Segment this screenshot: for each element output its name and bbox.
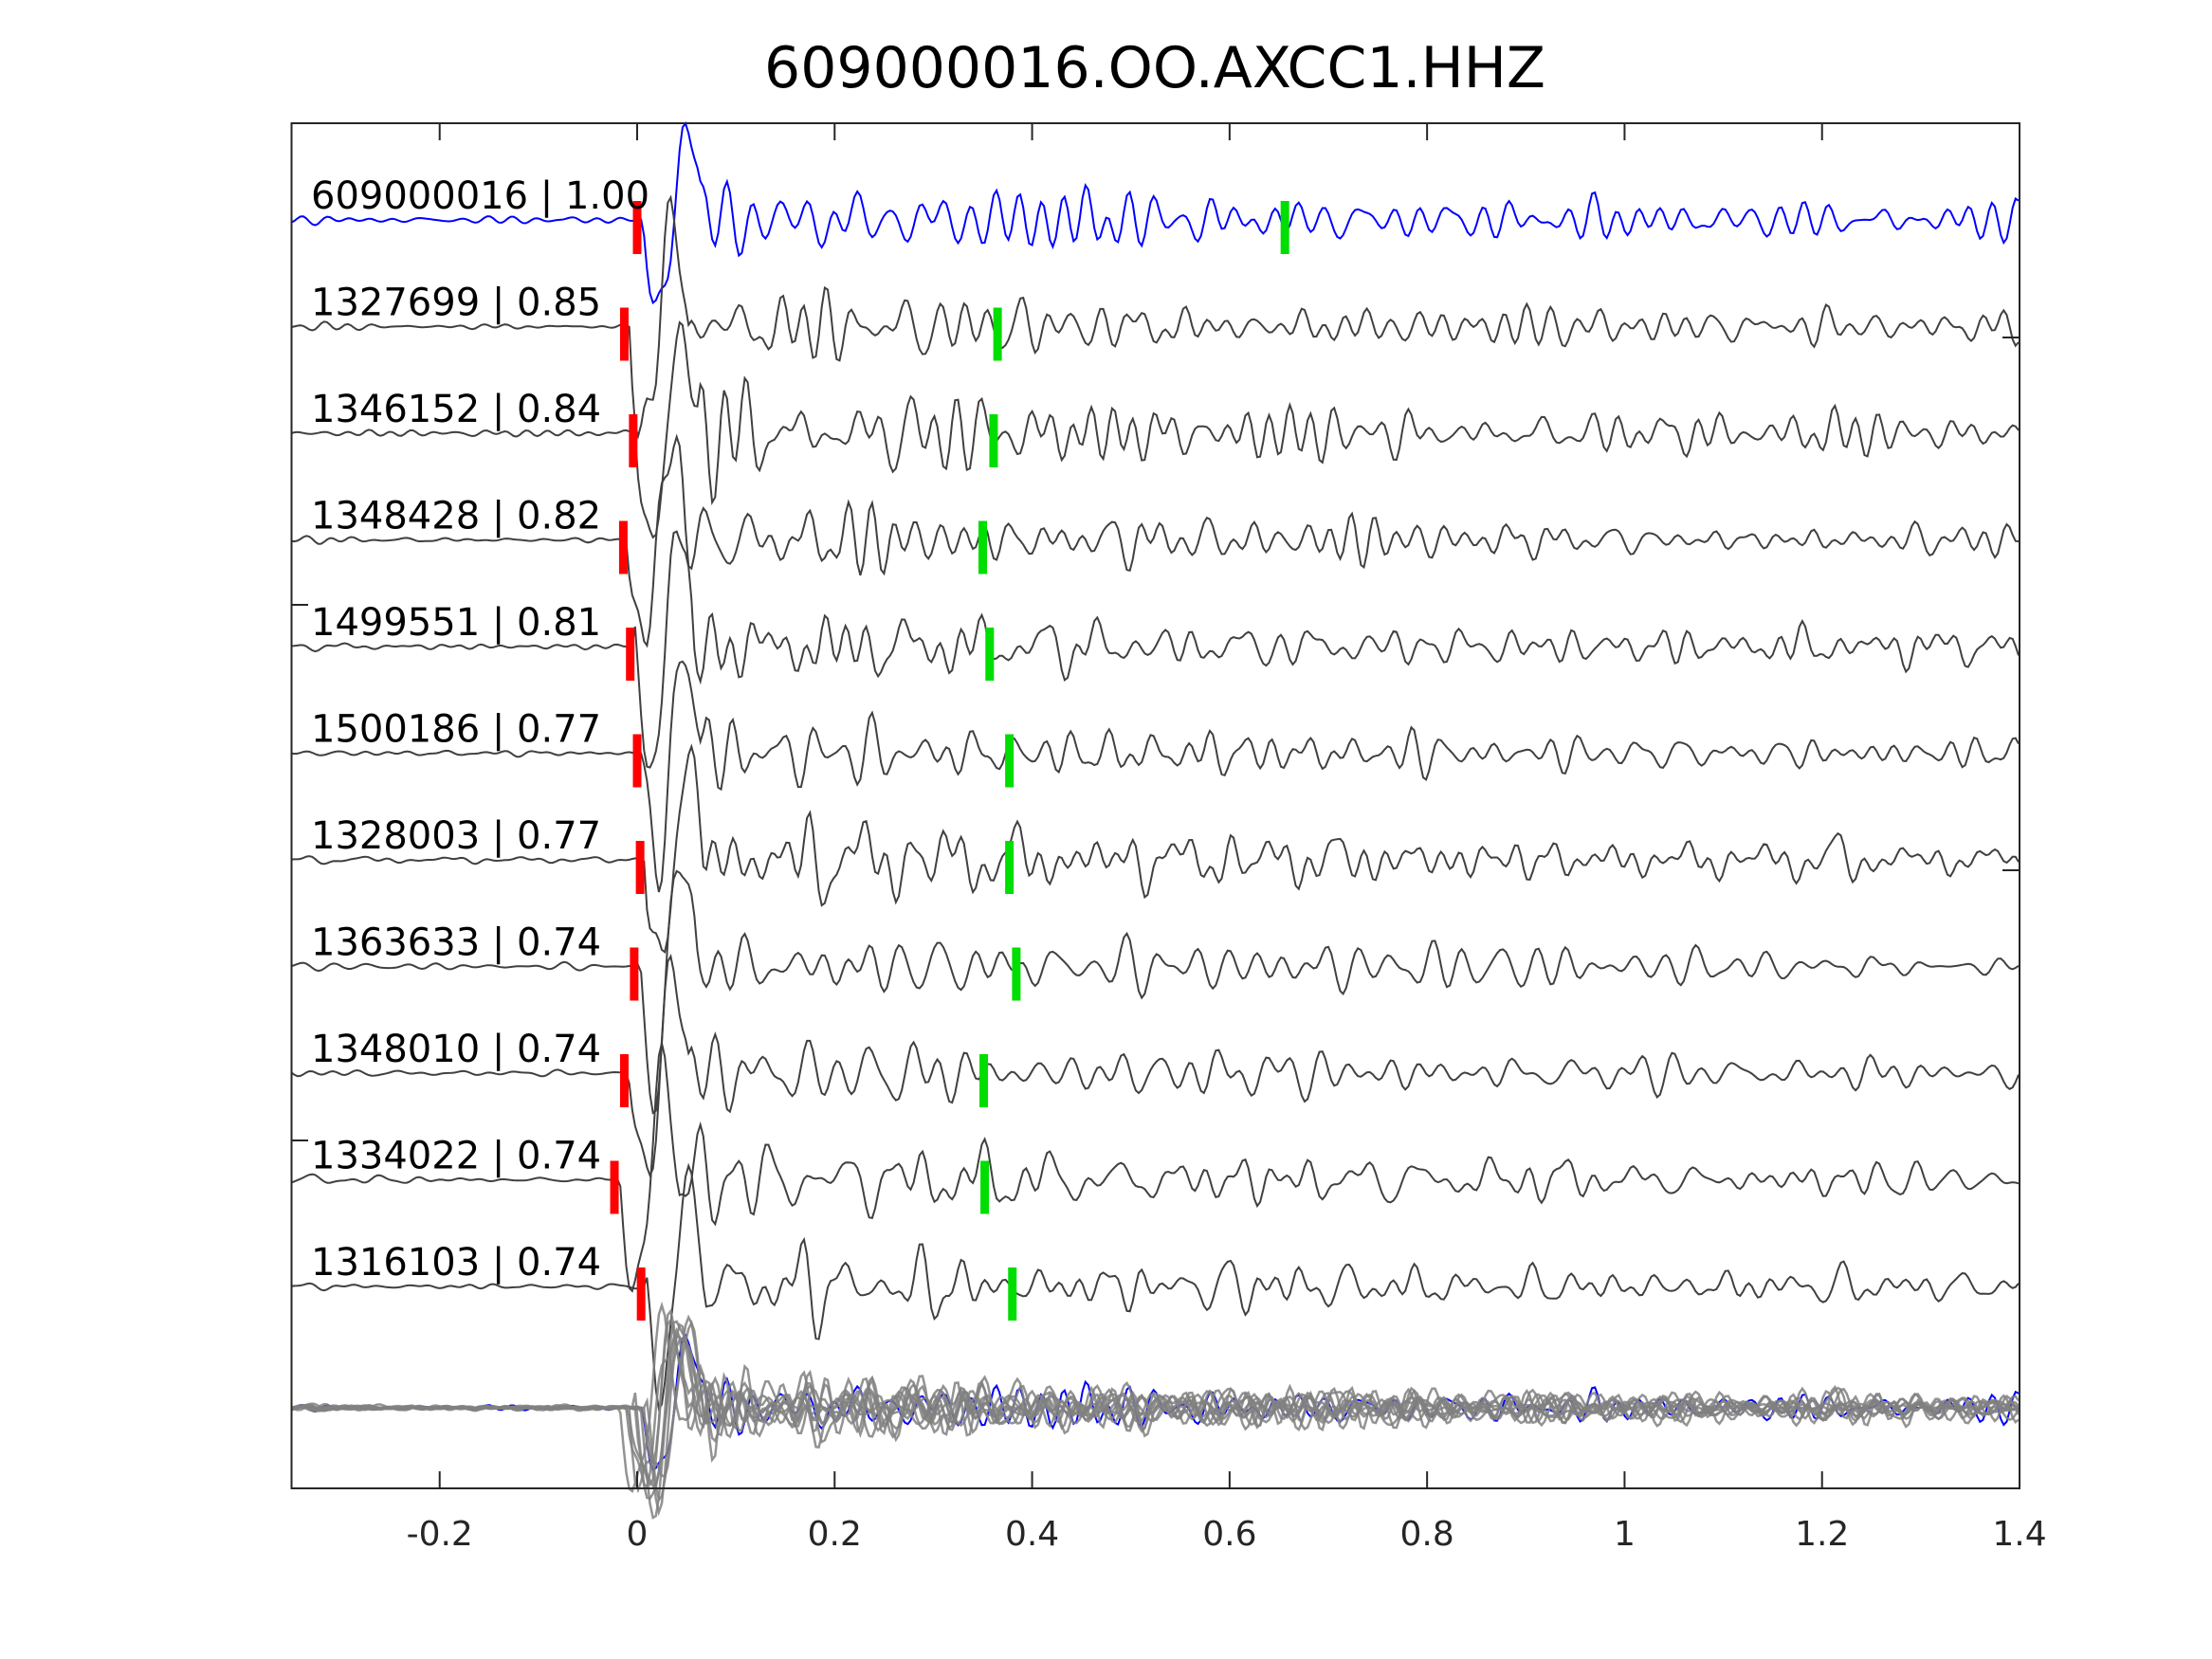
p-pick-marker [629,414,638,467]
trace-waveform [291,660,2020,893]
p-pick-marker [618,520,628,574]
stacked-waveform [291,1335,2020,1520]
x-tick-label: 1 [1614,1515,1636,1554]
trace-waveform [291,743,2020,955]
trace-label: 609000016 | 1.00 [311,174,649,218]
trace-waveform [291,194,2020,440]
trace-label: 1348428 | 0.82 [311,495,601,538]
trace-waveform [291,1162,2020,1412]
s-pick-marker [989,414,998,467]
trace-waveform [291,433,2020,648]
stacked-waveform [291,1338,2020,1517]
stack-group [290,1301,2020,1520]
plot-frame [290,122,2020,1489]
chart-title: 609000016.OO.AXCC1.HHZ [764,35,1545,101]
x-tick-label: 0.4 [1005,1515,1059,1554]
s-pick-marker [1280,201,1289,254]
traces-group [290,121,2020,1412]
y-axis-ticks [291,337,2020,1141]
p-pick-marker [630,947,639,1001]
s-pick-marker [978,520,987,574]
s-pick-marker [1012,947,1021,1001]
trace-waveform [291,320,2020,539]
picks-group [610,201,1289,1321]
trace-label: 1328003 | 0.77 [311,814,601,858]
trace-label: 1500186 | 0.77 [311,708,601,752]
s-pick-marker [1008,1267,1017,1321]
trace-waveform [291,869,2020,1115]
x-tick-label: 1.4 [1992,1515,2046,1554]
s-pick-marker [980,1160,990,1214]
trace-label: 1334022 | 0.74 [311,1135,601,1178]
s-pick-marker [1005,841,1015,894]
trace-labels: 609000016 | 1.00 1327699 | 0.85 1346152 | … [311,174,649,1285]
trace-label: 1346152 | 0.84 [311,388,601,431]
p-pick-marker [619,1054,629,1107]
trace-label: 1348010 | 0.74 [311,1028,601,1071]
trace-waveform [291,1043,2020,1293]
p-pick-marker [626,628,635,681]
s-pick-marker [1005,734,1015,788]
x-tick-label: 1.2 [1795,1515,1849,1554]
x-tick-label: -0.2 [407,1515,473,1554]
x-tick-label: 0.2 [808,1515,862,1554]
x-tick-label: 0.8 [1400,1515,1454,1554]
x-tick-label: 0.6 [1202,1515,1256,1554]
s-pick-marker [985,628,995,681]
trace-label: 1499551 | 0.81 [311,601,601,645]
p-pick-marker [619,307,629,361]
p-pick-marker [636,1267,646,1321]
x-tick-label: 0 [627,1515,649,1554]
stacked-waveform [291,1314,2020,1503]
p-pick-marker [635,841,645,894]
trace-waveform [290,953,2020,1178]
p-pick-marker [610,1160,619,1214]
p-pick-marker [632,201,642,254]
x-axis: -0.2 0 0.2 0.4 0.6 0.8 1 1.2 1.4 [407,123,2047,1554]
trace-label: 1363633 | 0.74 [311,921,601,965]
p-pick-marker [632,734,642,788]
template-waveform [291,121,2020,305]
s-pick-marker [979,1054,989,1107]
s-pick-marker [993,307,1002,361]
trace-label: 1327699 | 0.85 [311,282,601,325]
trace-label: 1316103 | 0.74 [311,1241,601,1285]
trace-waveform [291,530,2020,769]
